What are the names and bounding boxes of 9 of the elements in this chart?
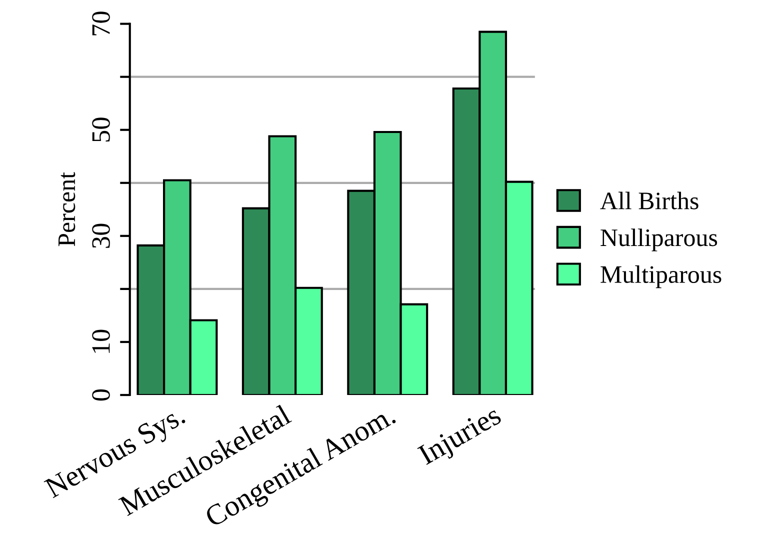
y-tick-label: 70: [92, 12, 110, 36]
y-tick-label: 0: [92, 389, 110, 401]
y-axis-title: Percent: [58, 172, 76, 246]
y-tick-label: 10: [92, 330, 110, 353]
y-tick-label: 30: [92, 224, 110, 248]
legend-label: Nulliparous: [600, 228, 718, 252]
legend-label: All Births: [600, 192, 698, 210]
legend-label: Multiparous: [600, 265, 722, 288]
y-tick-label: 50: [92, 118, 110, 142]
